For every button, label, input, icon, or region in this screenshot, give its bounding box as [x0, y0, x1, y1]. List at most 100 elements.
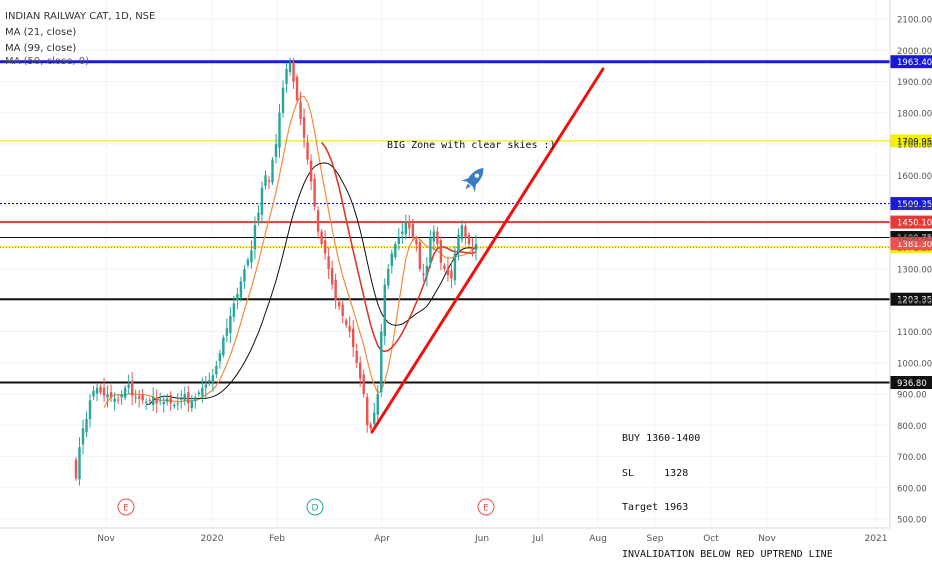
- candle-body: [85, 419, 88, 433]
- candle-body: [95, 387, 99, 394]
- x-tick-label: Apr: [374, 534, 390, 544]
- y-tick-label: 1300.00: [897, 266, 932, 276]
- last-price-tag: [890, 237, 932, 251]
- candle-body: [225, 328, 229, 336]
- level-price-tag: [890, 215, 932, 229]
- candle-body: [232, 303, 236, 317]
- candle-body: [99, 386, 102, 393]
- level-price-tag: [890, 134, 932, 148]
- candle-body: [401, 231, 404, 234]
- y-tick-label: 2100.00: [897, 16, 932, 26]
- candle-body: [141, 394, 144, 401]
- price-axis[interactable]: 2100.00 2000.00 1900.00 1800.00 1700.00 1600.…: [889, 0, 932, 528]
- candle-body: [450, 270, 453, 279]
- candle-body: [127, 384, 130, 388]
- y-tick-label: 500.00: [897, 516, 927, 526]
- candle-body: [380, 331, 383, 393]
- candle-body: [183, 394, 186, 401]
- candle-body: [369, 424, 372, 429]
- chart-grid: [0, 0, 890, 528]
- uptrend-line[interactable]: [370, 67, 605, 434]
- candle-body: [383, 284, 386, 337]
- y-tick-label: 800.00: [897, 422, 927, 432]
- event-marker[interactable]: [117, 498, 135, 516]
- candle-body: [474, 243, 478, 251]
- candle-body: [102, 387, 106, 396]
- ma50-line: [320, 141, 477, 353]
- candle-body: [288, 62, 292, 72]
- x-tick-label: Nov: [97, 534, 115, 544]
- candle-body: [313, 178, 316, 207]
- candle-body: [292, 61, 295, 82]
- candle-body: [302, 117, 306, 138]
- level-price-tag: [890, 376, 932, 389]
- candle-body: [439, 240, 443, 263]
- candle-body: [120, 394, 123, 398]
- candle-body: [162, 401, 165, 404]
- candle-body: [267, 179, 271, 182]
- candle-body: [201, 387, 204, 397]
- candle-body: [264, 175, 267, 186]
- legend-ma50: MA (50, close, 0): [5, 56, 90, 67]
- y-tick-label: 1500.00: [897, 203, 932, 213]
- invalidation-note: INVALIDATION BELOW RED UPTREND LINE: [622, 548, 833, 560]
- candle-body: [239, 281, 243, 298]
- time-axis[interactable]: Nov 2020 Feb Apr Jun Jul Aug Sep Oct Nov 2021: [0, 527, 890, 544]
- level-price-tag: [890, 197, 932, 211]
- event-marker[interactable]: [306, 498, 324, 516]
- candle-body: [422, 273, 425, 276]
- candle-body: [250, 250, 253, 263]
- zone-annotation: BIG Zone with clear skies :): [387, 140, 556, 151]
- candle-body: [348, 326, 351, 332]
- chart-canvas[interactable]: 1963.401709.951509.351450.101400.751371.…: [0, 0, 932, 550]
- x-tick-label: Jun: [474, 534, 489, 544]
- candle-body: [173, 404, 176, 407]
- candle-body: [197, 392, 201, 395]
- candle-body: [443, 265, 446, 269]
- candle-body: [387, 269, 390, 286]
- candles: [74, 57, 478, 486]
- stop-loss: SL 1328: [622, 467, 689, 479]
- y-tick-label: 1600.00: [897, 172, 932, 182]
- x-tick-label: Sep: [647, 534, 664, 544]
- candle-body: [373, 412, 376, 424]
- candle-body: [320, 231, 323, 244]
- candle-body: [330, 268, 334, 285]
- candle-body: [397, 237, 401, 244]
- y-tick-label: 1400.00: [897, 234, 932, 244]
- candle-body: [148, 399, 151, 401]
- candle-body: [169, 394, 172, 404]
- candle-body: [180, 398, 183, 400]
- candle-body: [137, 396, 141, 399]
- candle-body: [218, 353, 222, 362]
- y-tick-label: 1000.00: [897, 359, 932, 369]
- candle-body: [285, 69, 288, 84]
- y-tick-label: 1200.00: [897, 297, 932, 307]
- x-tick-label: 2020: [201, 534, 224, 544]
- candle-body: [366, 396, 369, 426]
- y-tick-label: 900.00: [897, 391, 927, 401]
- candle-body: [295, 76, 299, 101]
- event-marker[interactable]: [477, 498, 495, 516]
- target: Target 1963: [622, 502, 689, 513]
- candle-body: [106, 394, 109, 398]
- candle-body: [362, 374, 365, 394]
- candle-body: [92, 390, 95, 397]
- x-tick-label: Oct: [703, 534, 719, 544]
- candle-body: [166, 398, 169, 402]
- chart-legend: INDIAN RAILWAY CAT, 1D, NSE MA (21, clos…: [5, 9, 155, 70]
- y-tick-label: 1900.00: [897, 78, 932, 88]
- candle-body: [337, 302, 341, 307]
- candle-body: [176, 403, 179, 405]
- level-price-label: 1709.95: [897, 137, 932, 147]
- candle-body: [130, 380, 134, 396]
- y-tick-label: 2000.00: [897, 47, 932, 57]
- candle-body: [78, 447, 81, 480]
- last-price-label: 1381.30: [897, 240, 932, 250]
- candle-body: [134, 397, 137, 399]
- level-price-tag: [890, 292, 932, 306]
- candle-body: [246, 259, 250, 266]
- candle-body: [429, 237, 432, 264]
- x-tick-label: Nov: [758, 534, 776, 544]
